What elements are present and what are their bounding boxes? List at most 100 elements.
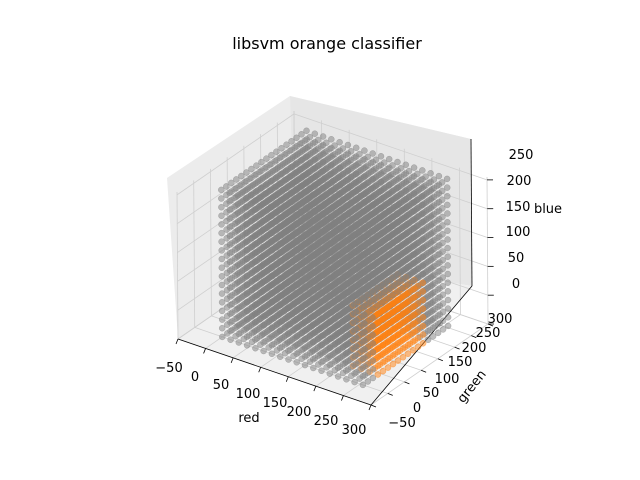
grid-line: [210, 168, 212, 316]
not-orange-point: [303, 127, 310, 135]
not-orange-point: [337, 206, 344, 214]
not-orange-point: [367, 185, 374, 193]
not-orange-point: [242, 195, 250, 202]
not-orange-point: [326, 145, 333, 153]
not-orange-point: [276, 301, 284, 309]
not-orange-point: [252, 336, 259, 343]
not-orange-point: [227, 301, 234, 309]
not-orange-point: [324, 181, 331, 188]
not-orange-point: [392, 194, 399, 201]
not-orange-point: [268, 272, 275, 280]
not-orange-point: [259, 200, 266, 208]
not-orange-point: [408, 208, 416, 216]
orange-point: [419, 296, 427, 304]
not-orange-point: [299, 147, 307, 154]
not-orange-point: [322, 191, 330, 198]
not-orange-point: [218, 299, 226, 306]
not-orange-point: [415, 186, 423, 194]
not-orange-point: [303, 153, 310, 160]
not-orange-point: [439, 326, 447, 333]
grid-line: [193, 180, 196, 328]
not-orange-point: [243, 333, 251, 340]
not-orange-point: [373, 198, 381, 205]
orange-point: [409, 329, 417, 337]
not-orange-point: [438, 179, 446, 186]
not-orange-point: [286, 173, 293, 181]
not-orange-point: [352, 196, 359, 203]
grid-line: [176, 142, 295, 225]
not-orange-point: [267, 212, 275, 219]
not-orange-point: [271, 158, 278, 165]
not-orange-point: [414, 248, 421, 255]
not-orange-point: [292, 160, 300, 167]
not-orange-point: [434, 312, 442, 319]
not-orange-point: [276, 266, 283, 274]
not-orange-point: [317, 194, 325, 202]
not-orange-point: [434, 277, 442, 285]
not-orange-point: [323, 139, 330, 147]
not-orange-point: [349, 164, 356, 171]
x-axis-line: [177, 338, 372, 406]
not-orange-point: [316, 152, 323, 160]
not-orange-point: [444, 322, 452, 330]
not-orange-point: [423, 198, 431, 205]
not-orange-point: [375, 162, 383, 170]
not-orange-point: [226, 224, 234, 231]
not-orange-point: [439, 274, 447, 281]
grid-line: [486, 176, 489, 325]
orange-point: [409, 303, 416, 311]
not-orange-point: [297, 182, 305, 190]
not-orange-point: [369, 176, 376, 183]
orange-point: [414, 343, 422, 351]
not-orange-point: [433, 199, 441, 207]
orange-point: [409, 338, 417, 345]
not-orange-point: [405, 167, 413, 175]
not-orange-point: [251, 206, 258, 214]
not-orange-point: [251, 293, 259, 300]
not-orange-point: [402, 161, 410, 169]
not-orange-point: [276, 258, 283, 265]
not-orange-point: [368, 201, 376, 209]
not-orange-point: [424, 319, 432, 326]
not-orange-point: [218, 229, 225, 237]
not-orange-point: [439, 239, 446, 247]
not-orange-point: [394, 184, 401, 192]
not-orange-point: [364, 179, 371, 187]
orange-point: [409, 286, 416, 293]
not-orange-point: [271, 184, 278, 191]
not-orange-point: [259, 218, 267, 225]
not-orange-point: [218, 212, 225, 220]
not-orange-point: [419, 167, 426, 174]
orange-point: [409, 321, 417, 328]
not-orange-point: [306, 185, 313, 193]
not-orange-point: [413, 213, 421, 221]
not-orange-point: [345, 183, 353, 191]
not-orange-point: [231, 185, 238, 193]
not-orange-point: [321, 149, 328, 156]
not-orange-point: [276, 284, 283, 291]
not-orange-point: [308, 149, 315, 157]
not-orange-point: [311, 130, 319, 137]
not-orange-point: [424, 336, 432, 344]
not-orange-point: [331, 142, 338, 149]
not-orange-point: [268, 341, 276, 349]
not-orange-point: [327, 161, 335, 169]
not-orange-point: [444, 201, 451, 209]
not-orange-point: [226, 275, 234, 283]
not-orange-point: [252, 188, 260, 195]
not-orange-point: [218, 273, 226, 280]
not-orange-point: [409, 234, 416, 242]
not-orange-point: [402, 187, 409, 194]
not-orange-point: [428, 203, 436, 210]
not-orange-point: [367, 159, 375, 167]
not-orange-point: [369, 150, 376, 157]
not-orange-point: [434, 234, 441, 242]
not-orange-point: [409, 277, 416, 285]
not-orange-point: [427, 170, 434, 177]
not-orange-point: [251, 241, 258, 248]
not-orange-point: [267, 246, 275, 254]
not-orange-point: [380, 159, 388, 166]
not-orange-point: [251, 301, 259, 309]
not-orange-point: [347, 173, 355, 181]
not-orange-point: [443, 184, 451, 191]
